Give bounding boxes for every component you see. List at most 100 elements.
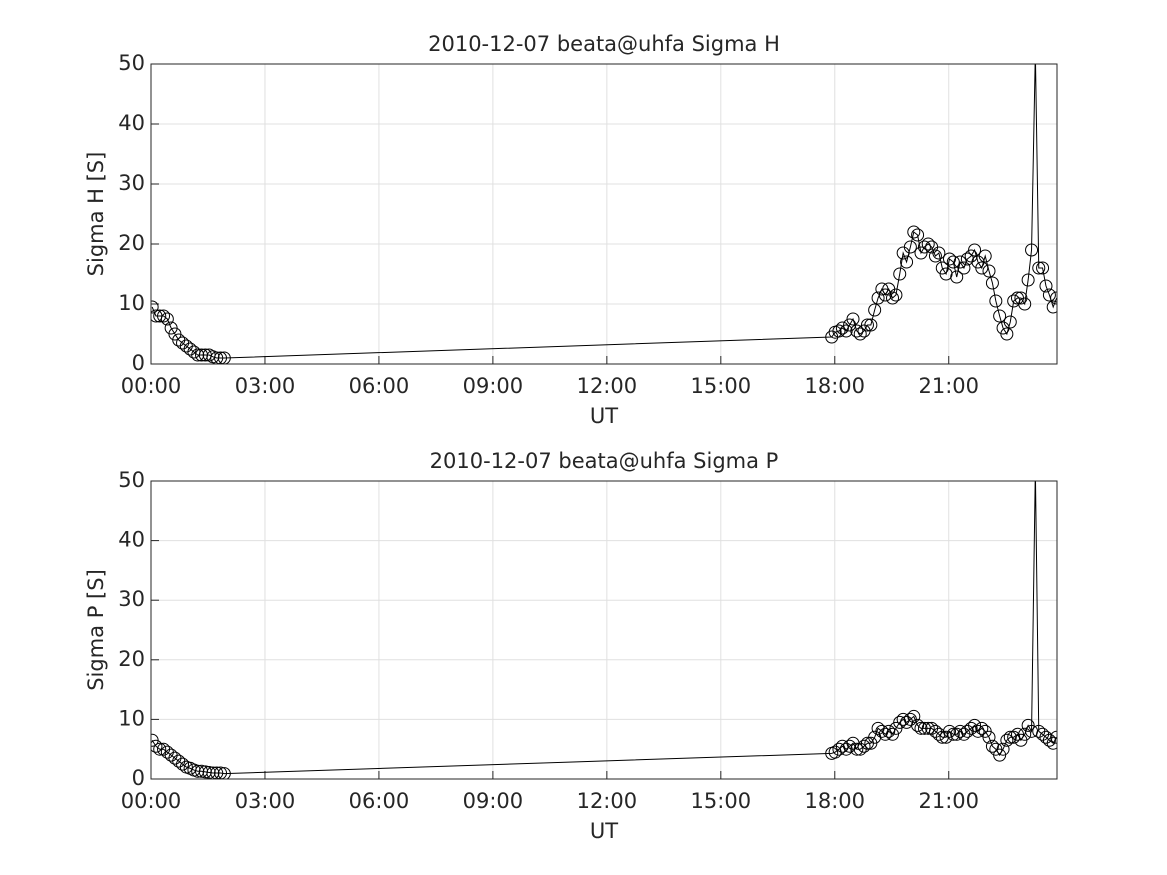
x-tick-label: 12:00 [577, 789, 638, 813]
data-point [846, 312, 860, 326]
data-point [1018, 727, 1032, 741]
x-tick-label: 03:00 [235, 789, 296, 813]
data-point [1039, 279, 1053, 293]
chart-title: 2010-12-07 beata@uhfa Sigma H [428, 32, 780, 56]
data-point [151, 739, 163, 753]
x-tick-label: 21:00 [918, 789, 979, 813]
y-tick-label: 0 [132, 766, 145, 790]
data-point [176, 757, 190, 771]
data-point [210, 351, 224, 364]
y-tick-label: 10 [118, 706, 145, 730]
data-point [202, 765, 216, 779]
plot-area [151, 463, 1057, 779]
data-point [907, 225, 921, 239]
y-tick-label: 40 [118, 111, 145, 135]
x-tick-label: 12:00 [577, 374, 638, 398]
data-point [878, 288, 892, 302]
y-tick-label: 30 [118, 587, 145, 611]
data-point [1032, 261, 1046, 275]
data-point [993, 309, 1007, 323]
data-point [928, 249, 942, 263]
data-point [886, 291, 900, 305]
data-point [882, 724, 896, 738]
data-point [217, 767, 231, 779]
data-point [157, 309, 171, 323]
data-point [971, 724, 985, 738]
data-point [1018, 297, 1032, 311]
plot-area [151, 46, 1057, 364]
axes-box [150, 480, 1058, 780]
data-point [153, 309, 167, 323]
x-tick-label: 09:00 [463, 789, 524, 813]
data-point [957, 261, 971, 275]
data-point [878, 727, 892, 741]
data-line [151, 481, 1057, 775]
data-point [932, 246, 946, 260]
y-tick-label: 40 [118, 528, 145, 552]
y-tick-label: 0 [132, 351, 145, 375]
data-point [206, 766, 220, 779]
data-point [853, 327, 867, 341]
data-point [850, 324, 864, 338]
x-tick-label: 18:00 [805, 789, 866, 813]
x-tick-label: 06:00 [349, 374, 410, 398]
data-point [900, 255, 914, 269]
data-line [151, 64, 1057, 359]
data-point [893, 267, 907, 281]
data-point [917, 240, 931, 254]
data-point [978, 249, 992, 263]
x-tick-label: 09:00 [463, 374, 524, 398]
data-point [996, 742, 1010, 756]
x-tick-label: 21:00 [918, 374, 979, 398]
data-point [982, 730, 996, 744]
data-point [1029, 46, 1041, 58]
data-point [1000, 327, 1014, 341]
data-point [860, 318, 874, 332]
data-point [151, 300, 159, 314]
x-tick-label: 15:00 [691, 789, 752, 813]
data-point [1003, 315, 1017, 329]
data-point [964, 721, 978, 735]
data-point [210, 766, 224, 779]
data-point [1025, 243, 1039, 257]
data-point [968, 243, 982, 257]
data-point [871, 291, 885, 305]
x-tick-label: 00:00 [121, 789, 182, 813]
data-point [875, 282, 889, 296]
data-point [1042, 288, 1056, 302]
data-point [921, 237, 935, 251]
data-point [946, 727, 960, 741]
data-point [1046, 300, 1057, 314]
y-axis-label: Sigma H [S] [84, 152, 108, 277]
data-point [839, 324, 853, 338]
data-point [946, 255, 960, 269]
y-axis-label: Sigma P [S] [84, 569, 108, 691]
data-point [907, 709, 921, 723]
y-tick-label: 20 [118, 647, 145, 671]
data-point [153, 742, 167, 756]
data-point [864, 318, 878, 332]
data-point [160, 312, 174, 326]
axes-box [150, 63, 1058, 365]
data-point [942, 724, 956, 738]
data-point [835, 321, 849, 335]
x-axis-label: UT [590, 819, 618, 843]
y-tick-label: 30 [118, 171, 145, 195]
data-point [989, 294, 1003, 308]
data-point [191, 348, 205, 362]
data-point [914, 246, 928, 260]
data-point [1036, 261, 1050, 275]
x-tick-label: 00:00 [121, 374, 182, 398]
data-point [214, 766, 228, 779]
data-point [1029, 463, 1041, 475]
data-point [214, 351, 228, 364]
data-point [832, 324, 846, 338]
data-point [868, 303, 882, 317]
x-tick-label: 18:00 [805, 374, 866, 398]
data-point [1000, 733, 1014, 747]
data-point [857, 739, 871, 753]
y-tick-label: 50 [118, 468, 145, 492]
x-axis-label: UT [590, 404, 618, 428]
